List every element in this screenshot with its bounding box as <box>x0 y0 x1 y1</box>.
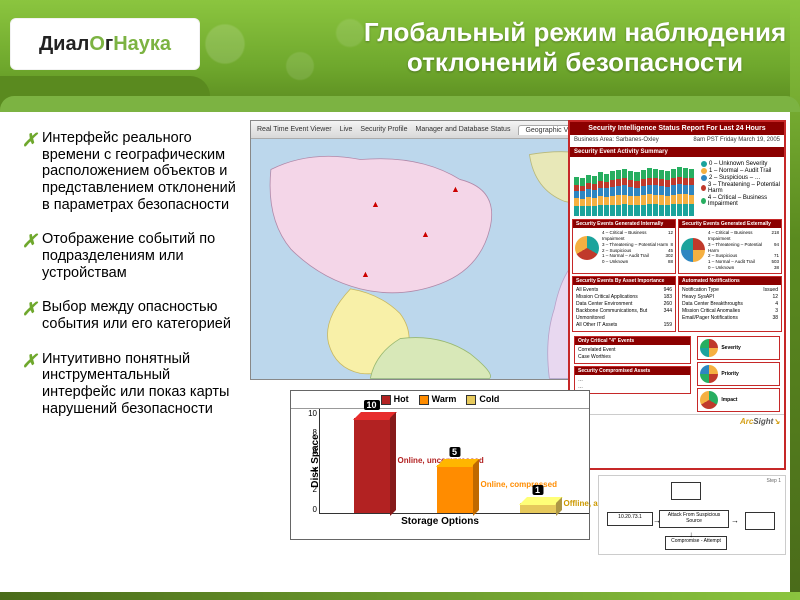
bar-legend: HotWarmCold <box>291 391 589 409</box>
stacked-bar-chart <box>574 160 694 216</box>
arcsight-logo: ArcSight↘ <box>740 417 780 426</box>
bullet-icon: ✗ <box>22 299 37 320</box>
bullet-text: Интуитивно понятный инструментальный инт… <box>42 351 229 417</box>
panel-title: Automated Notifications <box>679 277 781 285</box>
flow-diagram: 10.20.73.1Attack From Suspicious SourceC… <box>598 475 786 555</box>
map-body[interactable]: ▲ ▲ ▲ ▲ <box>251 139 619 379</box>
report-row2: Security Events By Asset Importance All … <box>572 276 782 332</box>
map-marker-icon: ▲ <box>371 199 380 209</box>
report-subheader: Business Area: Sarbanes-Oxley 8am PST Fr… <box>570 135 784 145</box>
panel-title: Security Events By Asset Importance <box>573 277 675 285</box>
bullet-icon: ✗ <box>22 130 37 151</box>
panel-list: Notification TypeIssuedHeavy SysAPI12Dat… <box>679 285 781 324</box>
bullet-item: ✗Отображение событий по подразделениям и… <box>22 231 244 281</box>
map-tab[interactable]: Live <box>340 126 353 133</box>
bullet-text: Отображение событий по подразделениям ил… <box>42 231 215 280</box>
panel-list: 4 – Critical – Business Impairment2183 –… <box>708 230 779 271</box>
map-marker-icon: ▲ <box>451 184 460 194</box>
right-pies: SeverityPriorityImpact <box>695 334 782 414</box>
report-section-title: Security Event Activity Summary <box>570 147 784 157</box>
bullet-text: Выбор между опасностью события или его к… <box>42 299 231 332</box>
bullet-icon: ✗ <box>22 351 37 372</box>
logo-nauka: Наука <box>113 33 171 55</box>
bullet-text: Интерфейс реального времени с географиче… <box>42 130 236 213</box>
bullet-item: ✗Интуитивно понятный инструментальный ин… <box>22 351 244 418</box>
bullet-list: ✗Интерфейс реального времени с географич… <box>22 130 244 435</box>
map-svg <box>251 139 619 379</box>
map-tab[interactable]: Manager and Database Status <box>416 126 511 133</box>
page-title: Глобальный режим наблюдения отклонений б… <box>360 18 790 78</box>
logo-part1: Диал <box>39 33 89 55</box>
bullet-item: ✗Интерфейс реального времени с географич… <box>22 130 244 213</box>
report-title: Security Intelligence Status Report For … <box>570 122 784 135</box>
panel-title: Security Events Generated Externally <box>679 220 781 228</box>
panel-asset: Security Events By Asset Importance All … <box>572 276 676 332</box>
panel-list: All Events946Mission Critical Applicatio… <box>573 285 675 331</box>
bottom-strip <box>0 592 800 600</box>
panel-internal: Security Events Generated Internally 4 –… <box>572 219 676 274</box>
left-boxes: Only Critical "4" EventsCorrelated Event… <box>572 334 693 414</box>
panel-external: Security Events Generated Externally 4 –… <box>678 219 782 274</box>
storage-bar-chart: HotWarmCold Disk Space 1086420 10Online,… <box>290 390 590 540</box>
pie-chart-icon <box>681 238 705 262</box>
report-footer: ArcSight↘ <box>570 414 784 428</box>
bullet-item: ✗Выбор между опасностью события или его … <box>22 299 244 332</box>
panel-notifications: Automated Notifications Notification Typ… <box>678 276 782 332</box>
logo-highlight: О <box>89 33 105 55</box>
map-tab[interactable]: Real Time Event Viewer <box>257 126 332 133</box>
map-marker-icon: ▲ <box>361 269 370 279</box>
panel-list: 4 – Critical – Business Impairment123 – … <box>602 230 673 265</box>
y-axis: Disk Space 1086420 <box>291 409 319 514</box>
report-row1: Security Events Generated Internally 4 –… <box>572 219 782 274</box>
map-toolbar: Real Time Event Viewer Live Security Pro… <box>251 121 619 139</box>
bullet-icon: ✗ <box>22 231 37 252</box>
panel-title: Security Events Generated Internally <box>573 220 675 228</box>
map-window: Real Time Event Viewer Live Security Pro… <box>250 120 620 380</box>
pie-chart-icon <box>575 236 599 260</box>
side-strip <box>790 0 800 600</box>
stacked-legend: 0 – Unknown Severity1 – Normal – Audit T… <box>698 157 784 219</box>
x-axis-label: Storage Options <box>291 514 589 529</box>
logo-part2: г <box>105 33 113 55</box>
content-area: Real Time Event Viewer Live Security Pro… <box>250 120 790 560</box>
logo: ДиалОгНаука <box>10 18 200 70</box>
map-marker-icon: ▲ <box>421 229 430 239</box>
report-panel: Security Intelligence Status Report For … <box>568 120 786 470</box>
tab-curve-light <box>0 96 800 112</box>
map-tab[interactable]: Security Profile <box>360 126 407 133</box>
bar-plot: 10Online, uncompressed5Online, compresse… <box>319 409 589 514</box>
report-row3: Only Critical "4" EventsCorrelated Event… <box>572 334 782 414</box>
report-timestamp: 8am PST Friday March 19, 2005 <box>693 137 780 143</box>
report-business-area: Business Area: Sarbanes-Oxley <box>574 137 659 143</box>
y-ticks: 1086420 <box>297 409 317 514</box>
